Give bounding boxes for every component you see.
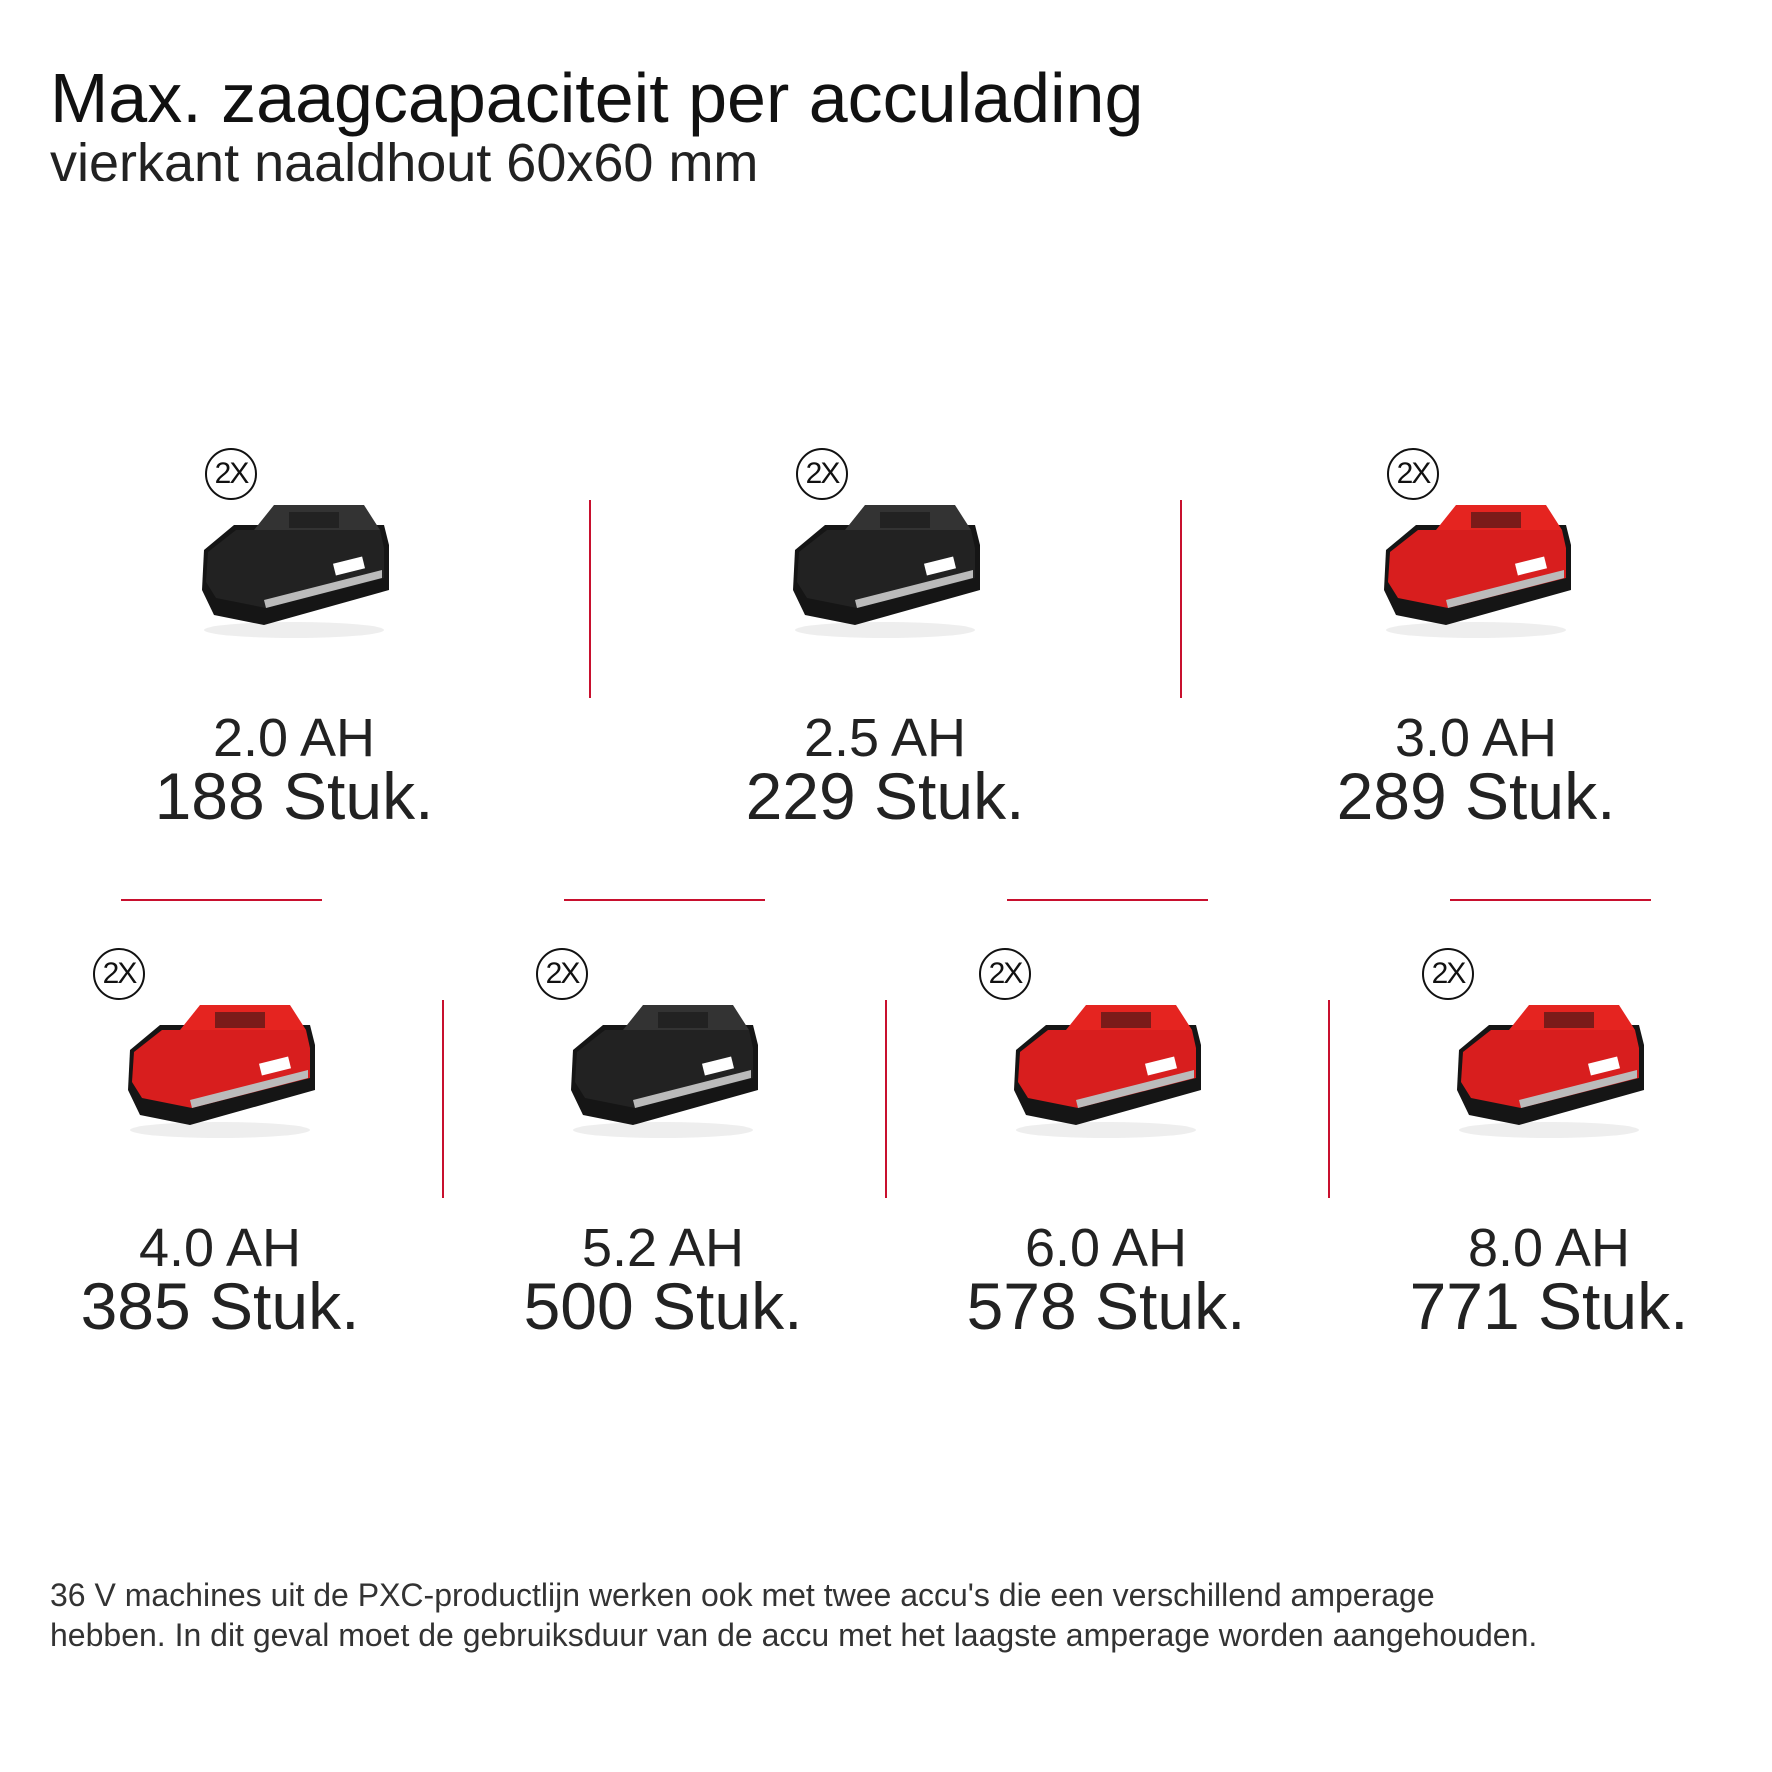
page-subtitle: vierkant naaldhout 60x60 mm [50,133,759,193]
battery-capacity: 5.2 AH [581,1218,745,1278]
battery-icon [128,1005,315,1138]
battery-item: 2X 5.2 AH 500 Stuk. [463,940,863,1340]
cut-count: 771 Stuk. [1409,1269,1689,1343]
divider [1007,899,1208,901]
divider [442,1000,444,1198]
divider [589,500,591,698]
page-title: Max. zaagcapaciteit per acculading [50,59,1144,137]
battery-item: 2X 4.0 AH 385 Stuk. [20,940,420,1340]
cut-count: 578 Stuk. [966,1269,1246,1343]
divider [1450,899,1651,901]
cut-count: 229 Stuk. [745,759,1025,833]
divider [1328,1000,1330,1198]
battery-icon [202,505,389,638]
quantity-badge: 2X [1422,948,1474,1000]
battery-icon [793,505,980,638]
cut-count: 500 Stuk. [523,1269,803,1343]
battery-capacity: 8.0 AH [1467,1218,1631,1278]
cut-count: 188 Stuk. [154,759,434,833]
battery-item: 2X 8.0 AH 771 Stuk. [1349,940,1749,1340]
footnote-line: 36 V machines uit de PXC-productlijn wer… [50,1577,1435,1613]
divider [885,1000,887,1198]
battery-capacity: 3.0 AH [1394,708,1558,768]
quantity-badge: 2X [205,448,257,500]
battery-capacity: 4.0 AH [138,1218,302,1278]
quantity-badge: 2X [1387,448,1439,500]
battery-icon [571,1005,758,1138]
battery-item: 2X 2.0 AH 188 Stuk. [94,440,494,830]
quantity-badge: 2X [93,948,145,1000]
battery-item: 2X 6.0 AH 578 Stuk. [906,940,1306,1340]
footnote-line: hebben. In dit geval moet de gebruiksduu… [50,1617,1538,1653]
battery-capacity: 6.0 AH [1024,1218,1188,1278]
cut-count: 385 Stuk. [80,1269,360,1343]
battery-item: 2X 2.5 AH 229 Stuk. [685,440,1085,830]
battery-icon [1457,1005,1644,1138]
battery-capacity: 2.0 AH [212,708,376,768]
battery-icon [1384,505,1571,638]
cut-count: 289 Stuk. [1336,759,1616,833]
battery-capacity: 2.5 AH [803,708,967,768]
divider [564,899,765,901]
battery-icon [1014,1005,1201,1138]
quantity-badge: 2X [979,948,1031,1000]
battery-item: 2X 3.0 AH 289 Stuk. [1276,440,1676,830]
quantity-badge: 2X [796,448,848,500]
footnote: 36 V machines uit de PXC-productlijn wer… [50,1575,1730,1655]
quantity-badge: 2X [536,948,588,1000]
divider [121,899,322,901]
divider [1180,500,1182,698]
